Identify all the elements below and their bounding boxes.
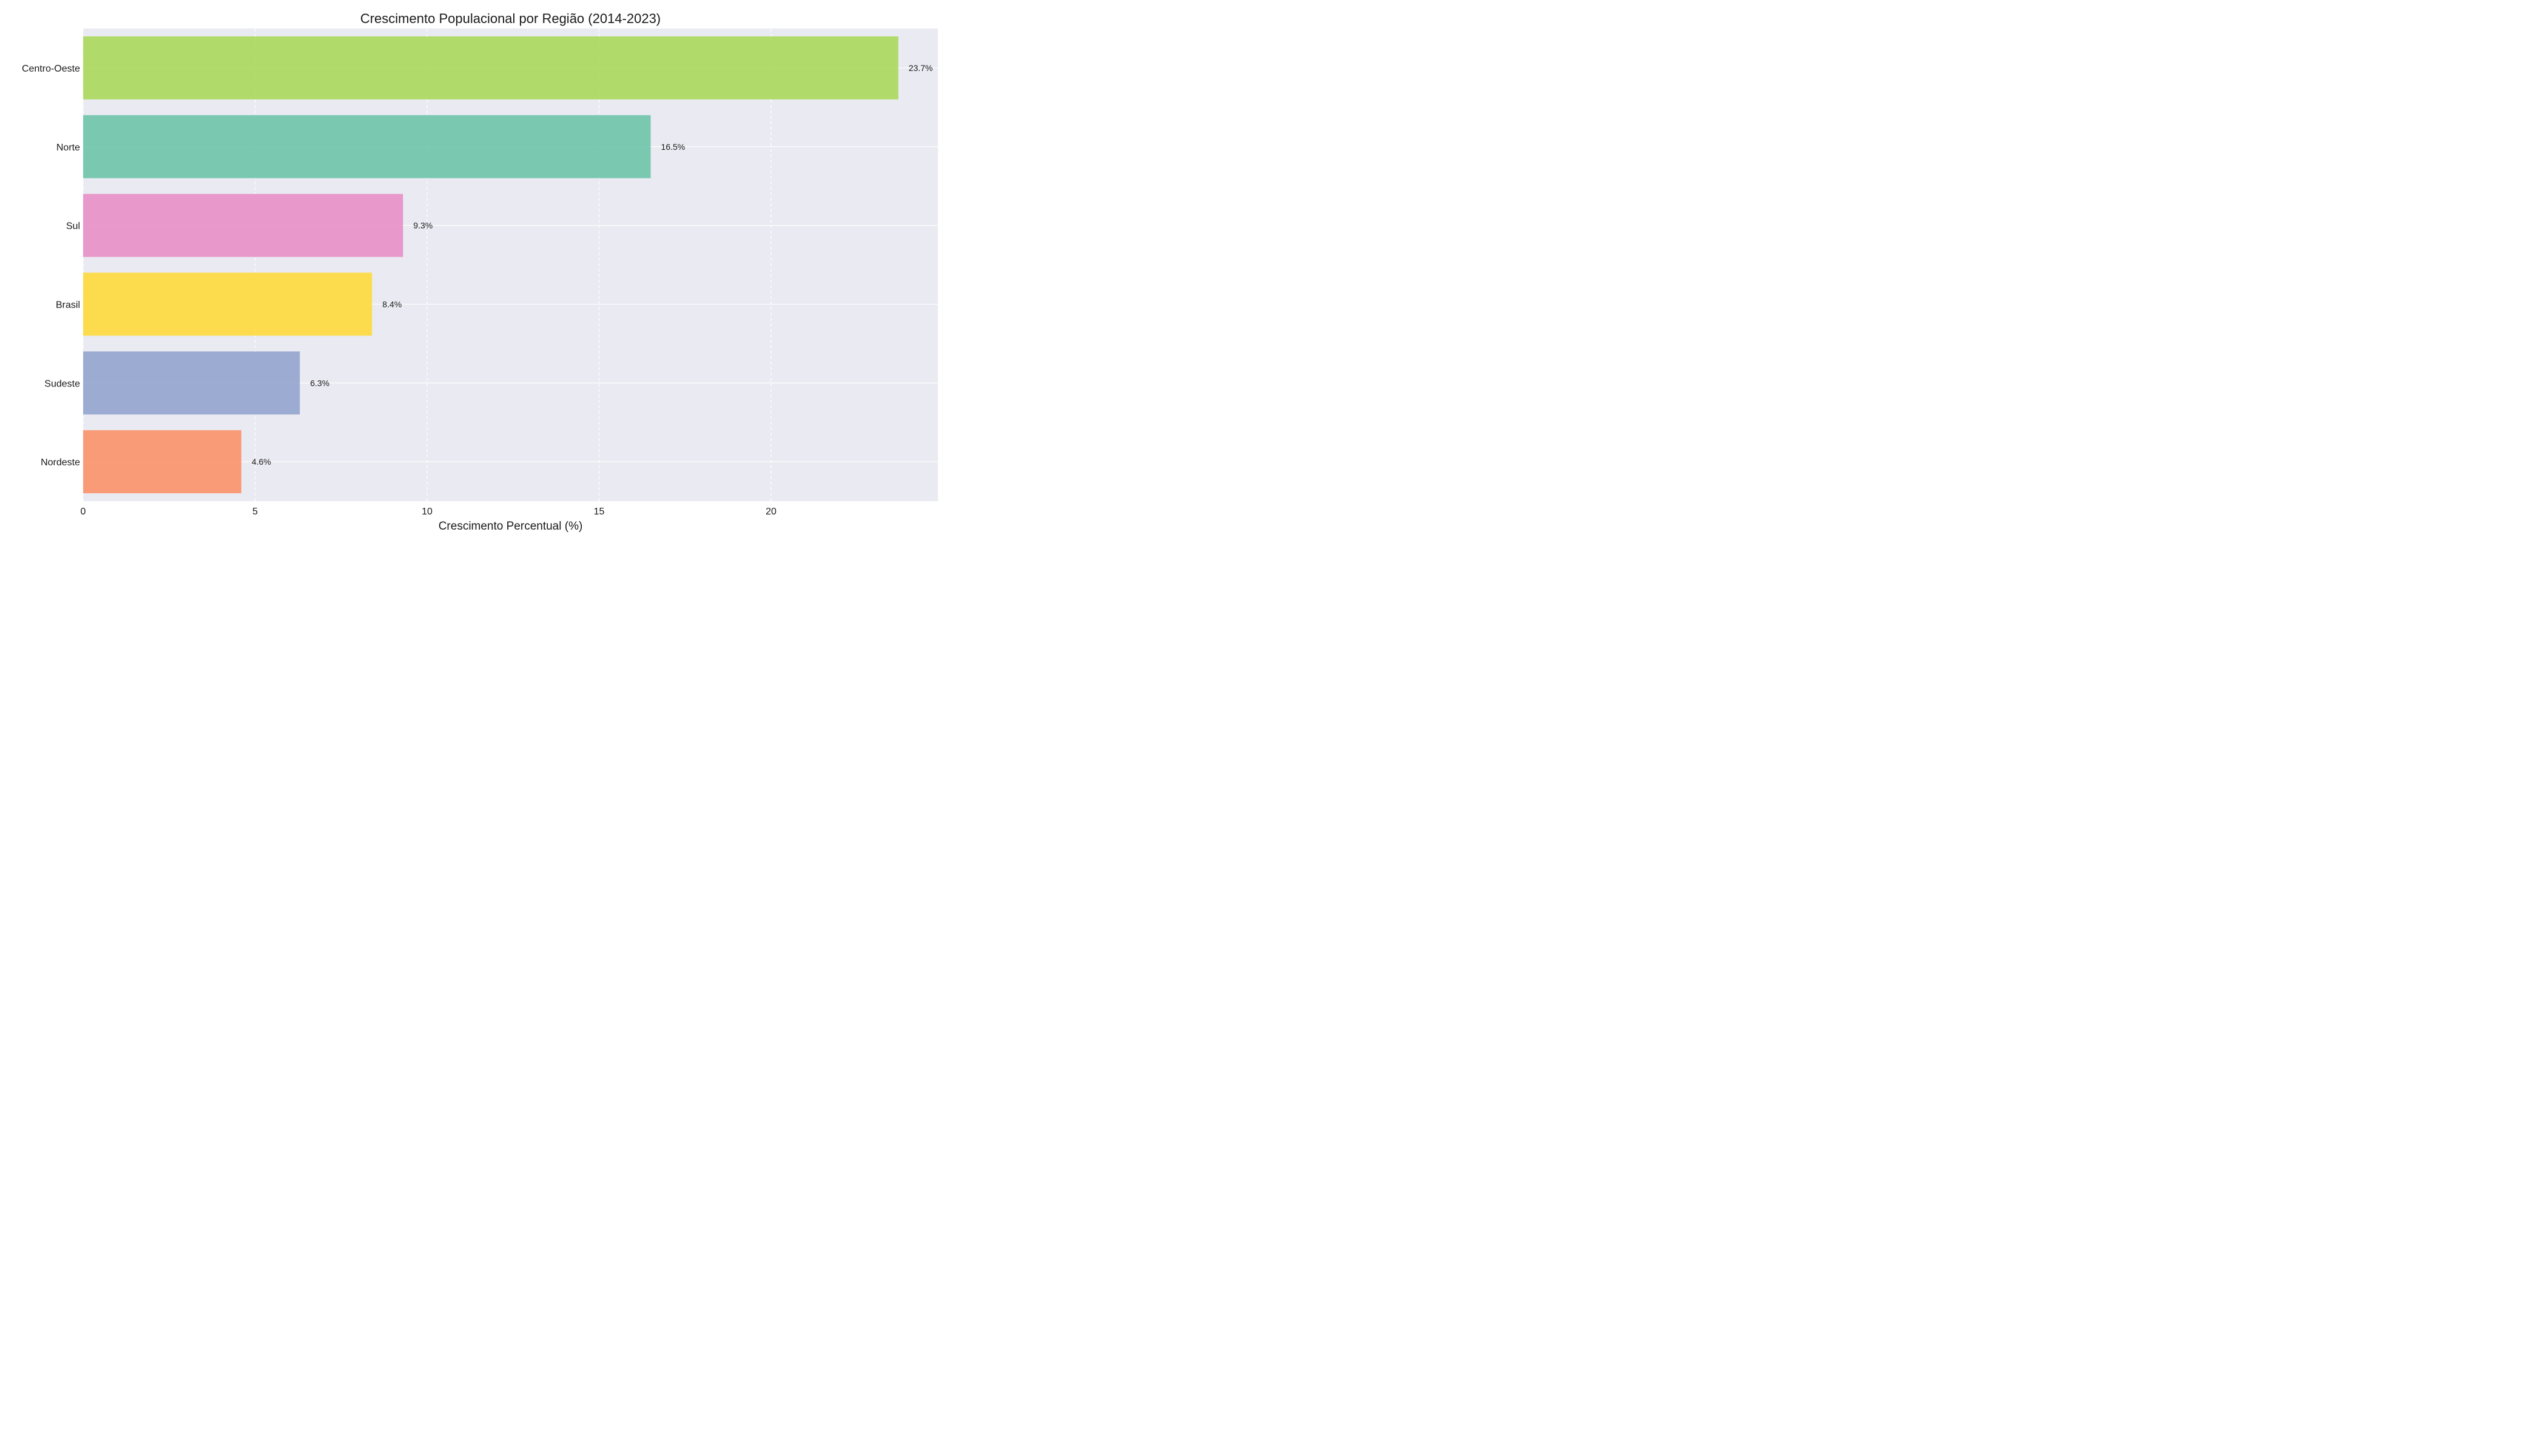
y-tick-label: Sul (66, 221, 80, 232)
bar-nordeste (83, 430, 241, 494)
y-tick-labels: Centro-Oeste Norte Sul Brasil Sudeste Nordest… (22, 64, 80, 468)
value-label: 9.3% (413, 221, 433, 231)
y-tick-label: Brasil (56, 300, 80, 310)
plot-background (83, 29, 938, 501)
bar-centro-oeste (83, 36, 898, 99)
bar-norte (83, 115, 651, 178)
bars (83, 36, 898, 494)
x-tick-label: 15 (594, 507, 605, 517)
bar-brasil (83, 272, 372, 336)
bar-sul (83, 194, 403, 257)
y-tick-label: Sudeste (44, 379, 80, 389)
value-labels: 23.7% 16.5% 9.3% 8.4% 6.3% 4.6% (252, 63, 933, 467)
x-axis-label: Crescimento Percentual (%) (439, 520, 583, 533)
value-label: 6.3% (310, 378, 329, 388)
x-tick-label: 20 (766, 507, 777, 517)
x-tick-label: 0 (81, 507, 86, 517)
y-tick-label: Nordeste (41, 457, 80, 468)
bar-chart: 23.7% 16.5% 9.3% 8.4% 6.3% 4.6% Centro-Oeste N… (22, 11, 938, 533)
chart-title: Crescimento Populacional por Região (201… (360, 11, 661, 26)
bar-sudeste (83, 351, 300, 415)
chart-container: 23.7% 16.5% 9.3% 8.4% 6.3% 4.6% Centro-Oeste N… (0, 0, 946, 541)
value-label: 4.6% (252, 457, 271, 467)
y-tick-label: Centro-Oeste (22, 64, 80, 74)
x-tick-label: 5 (252, 507, 258, 517)
value-label: 23.7% (909, 63, 933, 73)
x-tick-label: 10 (422, 507, 433, 517)
y-tick-label: Norte (56, 143, 80, 153)
value-label: 16.5% (661, 142, 686, 152)
value-label: 8.4% (382, 299, 402, 309)
x-tick-labels: 0 5 10 15 20 (81, 507, 777, 517)
